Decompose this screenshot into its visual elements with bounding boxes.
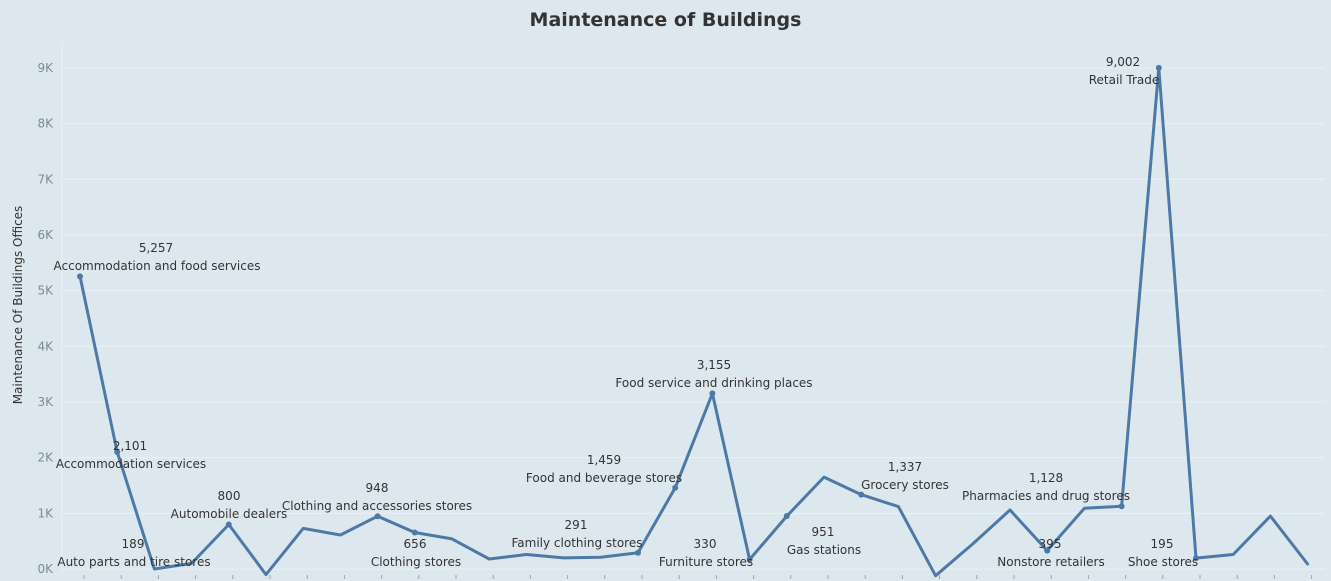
data-label-category: Automobile dealers: [171, 507, 288, 521]
data-point: [411, 529, 418, 536]
data-point: [1155, 64, 1162, 71]
y-tick-label: 1K: [37, 506, 54, 520]
data-label-value: 1,128: [1029, 471, 1063, 485]
data-label-value: 9,002: [1106, 55, 1140, 69]
data-label-category: Shoe stores: [1128, 555, 1198, 569]
data-labels: 5,257 Accommodation and food services 2,10…: [54, 55, 1199, 569]
series-line-layer: [78, 66, 1310, 578]
y-tick-label: 7K: [37, 172, 54, 186]
data-label-value: 395: [1039, 537, 1062, 551]
data-label-category: Accommodation and food services: [54, 259, 261, 273]
data-label-category: Gas stations: [787, 543, 861, 557]
data-point: [709, 390, 716, 397]
y-tick-label: 5K: [37, 284, 54, 298]
data-label-value: 330: [694, 537, 717, 551]
chart-title: Maintenance of Buildings: [529, 9, 802, 31]
data-point: [77, 273, 83, 280]
data-label-value: 800: [218, 489, 241, 503]
data-label-value: 948: [366, 481, 389, 495]
data-label-category: Food service and drinking places: [615, 376, 812, 390]
data-point: [114, 449, 121, 456]
y-tick-label: 8K: [37, 117, 54, 131]
y-axis-ticks: 0K 1K 2K 3K 4K 5K 6K 7K 8K 9K: [37, 61, 54, 576]
y-tick-label: 9K: [37, 61, 54, 75]
data-label-category: Clothing stores: [371, 555, 461, 569]
y-tick-label: 2K: [37, 451, 54, 465]
y-tick-label: 6K: [37, 228, 54, 242]
data-label-value: 951: [812, 525, 835, 539]
data-point: [374, 513, 381, 520]
data-label-value: 2,101: [113, 439, 147, 453]
data-label-value: 1,337: [888, 460, 922, 474]
data-label-category: Family clothing stores: [512, 536, 643, 550]
data-label-category: Furniture stores: [659, 555, 753, 569]
data-label-value: 1,459: [587, 453, 621, 467]
data-point: [783, 513, 790, 520]
data-point: [672, 484, 679, 491]
data-label-value: 5,257: [139, 241, 173, 255]
y-tick-label: 4K: [37, 339, 54, 353]
data-label-category: Retail Trade: [1089, 73, 1160, 87]
data-point: [635, 549, 641, 556]
data-point: [1044, 547, 1051, 554]
data-point: [746, 556, 753, 563]
data-points: [77, 64, 1199, 563]
data-label-category: Pharmacies and drug stores: [962, 489, 1130, 503]
data-label-category: Grocery stores: [861, 478, 949, 492]
data-label-value: 195: [1151, 537, 1174, 551]
y-tick-label: 0K: [37, 562, 54, 576]
gridlines: [61, 44, 1325, 575]
x-axis-ticks: [83, 575, 1313, 579]
data-label-category: Food and beverage stores: [526, 471, 682, 485]
data-label-value: 3,155: [697, 358, 731, 372]
data-label-category: Auto parts and tire stores: [57, 555, 210, 569]
data-label-category: Accommodation services: [56, 457, 206, 471]
data-point: [1193, 555, 1199, 562]
data-point: [858, 491, 865, 498]
series-line: [78, 66, 1310, 578]
data-label-value: 189: [122, 537, 145, 551]
data-label-category: Clothing and accessories stores: [282, 499, 472, 513]
y-tick-label: 3K: [37, 395, 54, 409]
data-label-value: 656: [404, 537, 427, 551]
data-point: [225, 521, 232, 528]
data-point: [1118, 503, 1125, 510]
data-label-category: Nonstore retailers: [997, 555, 1104, 569]
data-label-value: 291: [565, 518, 588, 532]
